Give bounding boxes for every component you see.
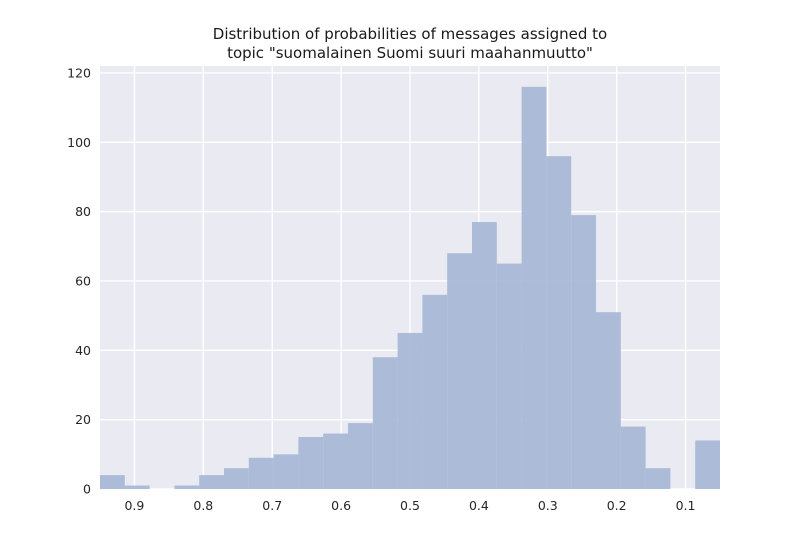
histogram-bar <box>596 312 621 489</box>
histogram-bar <box>447 253 472 489</box>
histogram-bar <box>100 475 125 489</box>
histogram-bar <box>546 156 572 490</box>
histogram-bar <box>571 215 596 490</box>
histogram-bar <box>348 423 373 489</box>
x-tick-label: 0.4 <box>469 498 489 513</box>
histogram-bar <box>695 440 720 489</box>
chart-title-line-2: topic "suomalainen Suomi suuri maahanmuu… <box>227 44 593 62</box>
x-tick-label: 0.1 <box>676 498 696 513</box>
x-tick-label: 0.6 <box>331 498 351 513</box>
y-tick-label: 100 <box>67 135 91 150</box>
histogram-bar <box>496 263 522 489</box>
x-tick-label: 0.2 <box>607 498 627 513</box>
y-axis-ticks: 0 20 40 60 80 100 120 <box>67 65 91 496</box>
chart-title-line-1: Distribution of probabilities of message… <box>213 25 607 43</box>
y-tick-label: 80 <box>75 204 91 219</box>
y-tick-label: 60 <box>75 273 91 288</box>
histogram-bar <box>645 468 671 489</box>
y-tick-label: 40 <box>75 343 91 358</box>
histogram-bar <box>199 475 224 489</box>
histogram-bar <box>422 294 448 489</box>
histogram-bar <box>273 454 299 489</box>
histogram-bar <box>521 86 547 489</box>
y-tick-label: 0 <box>83 482 91 497</box>
x-tick-label: 0.3 <box>538 498 558 513</box>
histogram-bar <box>124 485 150 489</box>
histogram-bar <box>620 426 646 489</box>
histogram-bar <box>323 433 348 489</box>
histogram-bar <box>224 468 249 489</box>
x-tick-label: 0.5 <box>400 498 420 513</box>
x-tick-label: 0.9 <box>124 498 144 513</box>
x-tick-label: 0.7 <box>262 498 282 513</box>
histogram-bar <box>248 457 274 489</box>
histogram-bar <box>372 357 398 489</box>
histogram-bar <box>472 222 497 489</box>
histogram-bar <box>298 436 324 489</box>
histogram-bar <box>397 332 423 489</box>
x-axis-ticks: 0.9 0.8 0.7 0.6 0.5 0.4 0.3 0.2 0.1 <box>124 498 695 513</box>
y-tick-label: 20 <box>75 412 91 427</box>
histogram-bar <box>174 485 200 489</box>
y-tick-label: 120 <box>67 65 91 80</box>
x-tick-label: 0.8 <box>193 498 213 513</box>
histogram-bars <box>100 86 720 490</box>
